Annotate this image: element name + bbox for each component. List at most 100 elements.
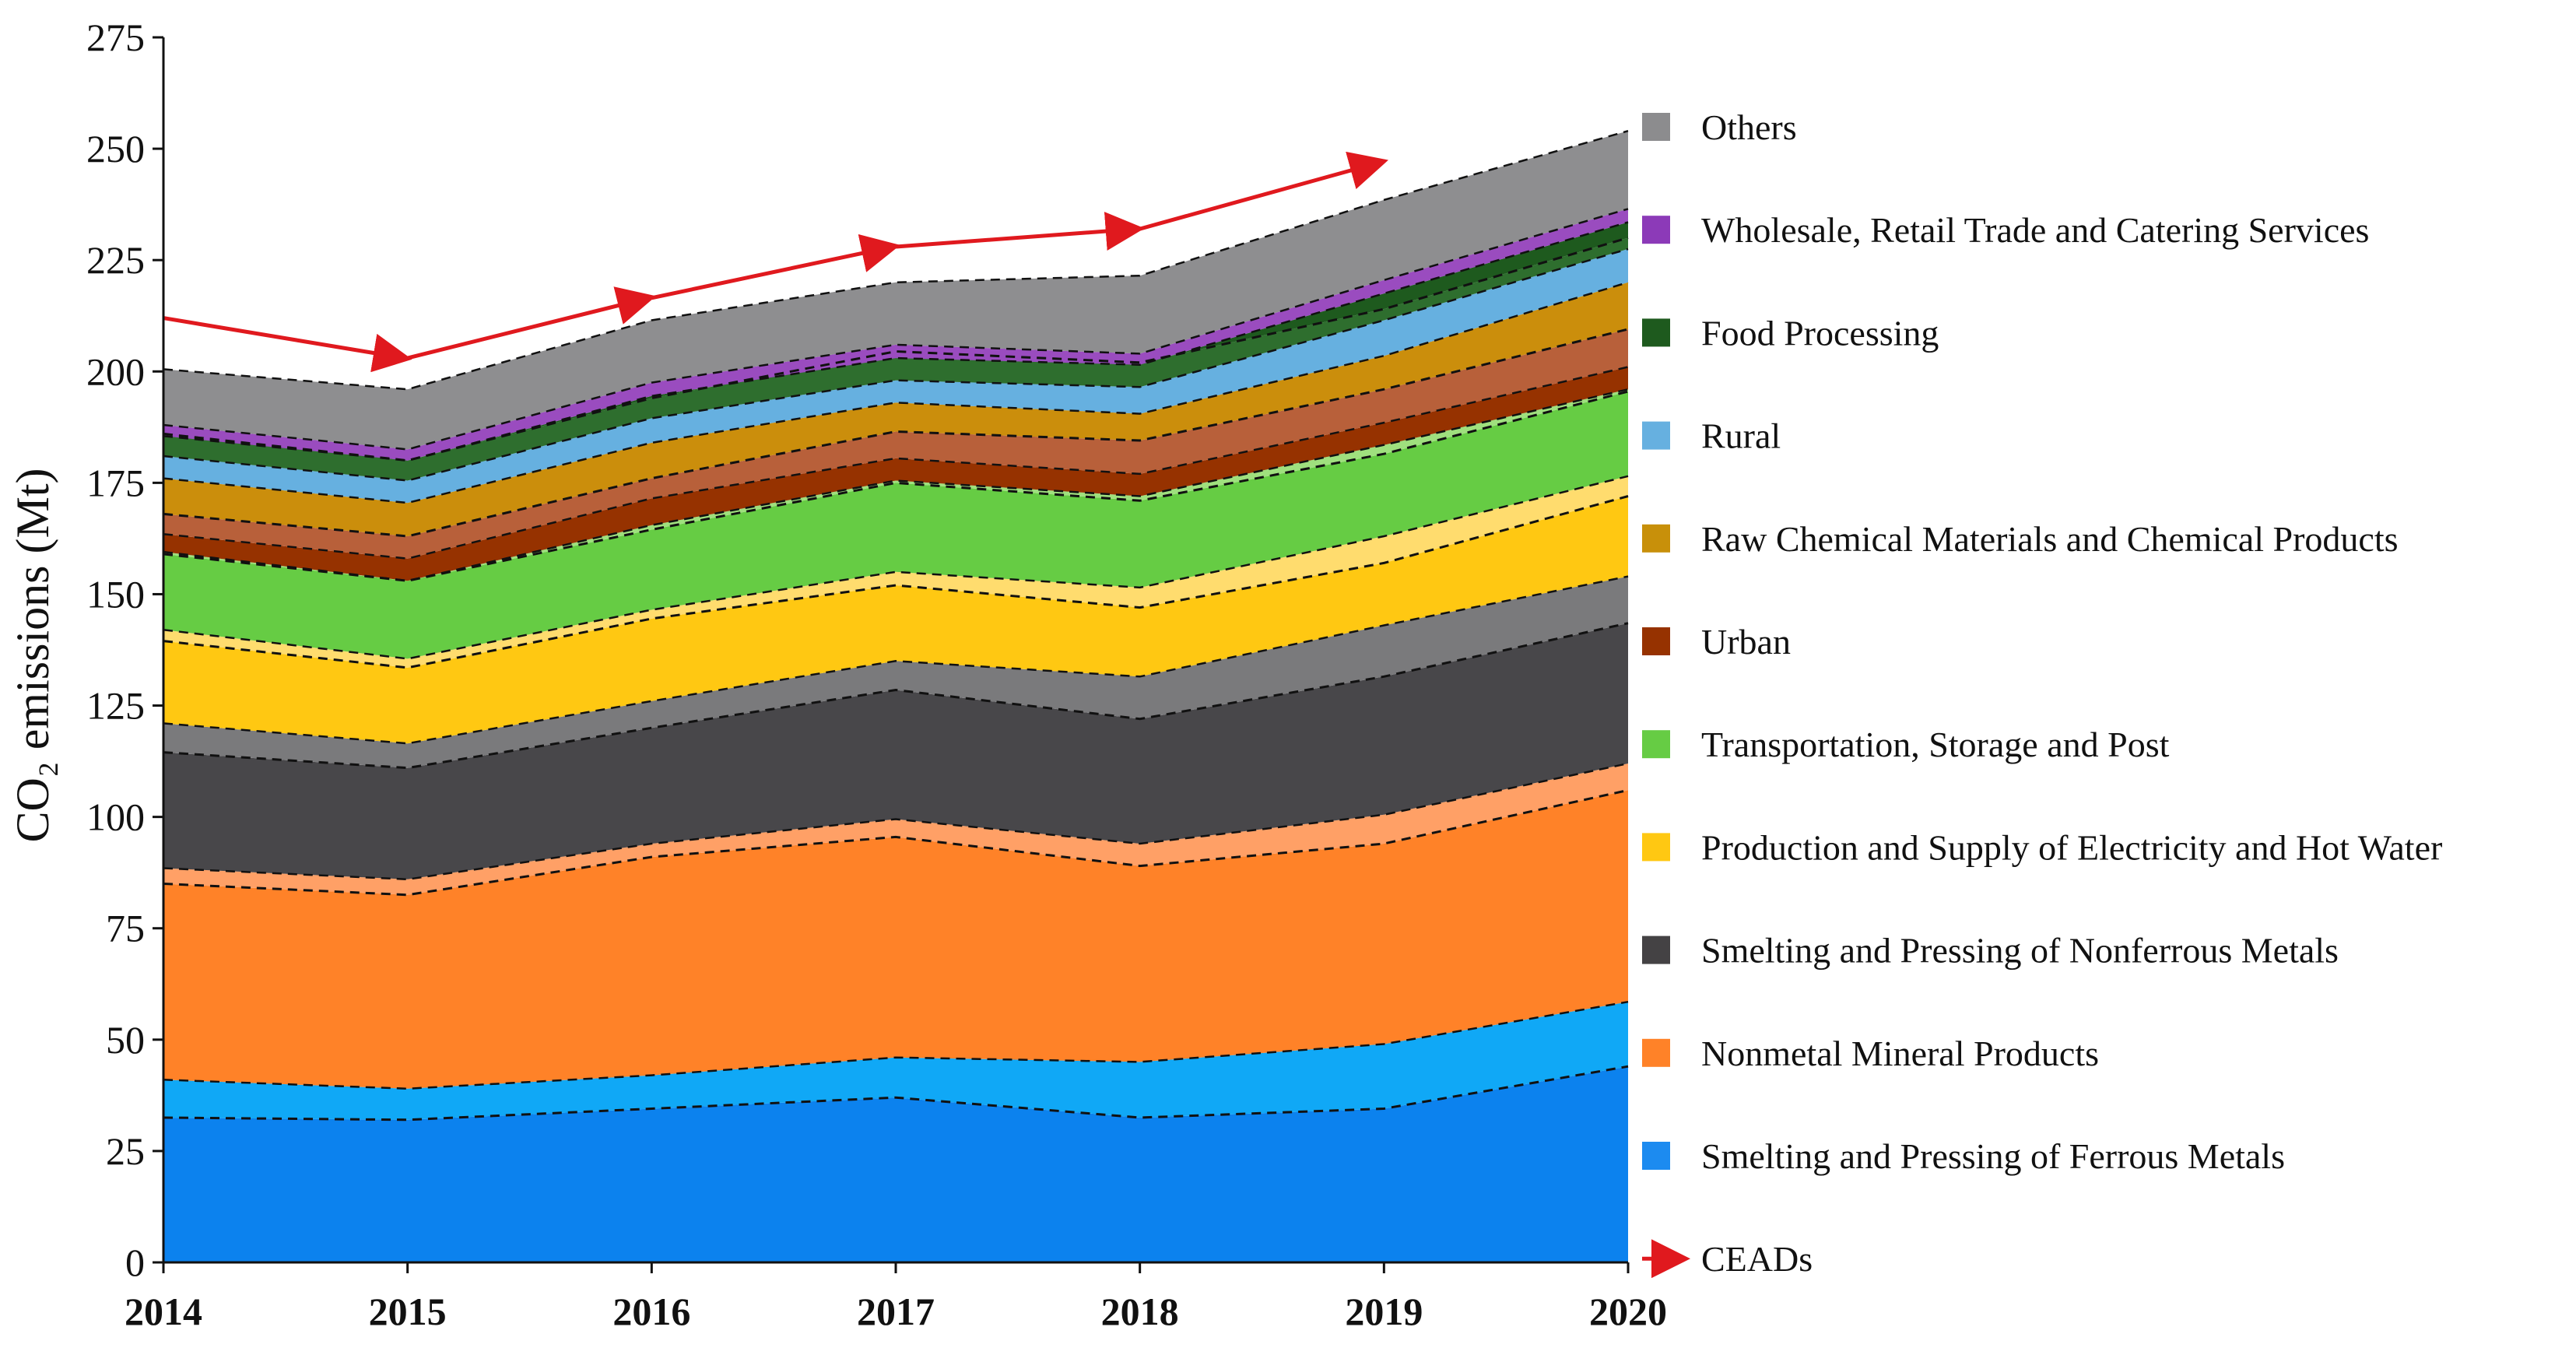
boundary-top-transportation-storage-and-post — [163, 388, 1629, 582]
x-tick-label: 2018 — [1101, 1290, 1179, 1333]
legend-swatch — [1642, 1142, 1670, 1170]
legend-swatch — [1642, 318, 1670, 347]
legend: Others Wholesale, Retail Trade and Cateri… — [1642, 107, 2442, 1279]
area-production-and-supply-of-electricity-and-hot-water-part-2 — [163, 476, 1628, 668]
legend-item-production-and-supply-of-electricity-and-hot-water: Production and Supply of Electricity and… — [1642, 827, 2442, 867]
legend-swatch — [1642, 216, 1670, 244]
boundary-top-smelting-and-pressing-of-nonferrous-metals — [163, 575, 1629, 745]
legend-item-urban: Urban — [1642, 622, 1791, 662]
series-rural — [163, 248, 1628, 504]
ceads-segment — [895, 212, 1145, 251]
y-tick-label: 250 — [86, 127, 145, 170]
y-tick-label: 0 — [125, 1241, 145, 1284]
ceads-segment — [651, 233, 900, 300]
series-others — [163, 131, 1628, 450]
y-axis-title: CO₂ emissions (Mt) — [7, 469, 58, 843]
boundary-inner-smelting-and-pressing-of-nonferrous-metals — [163, 622, 1629, 770]
legend-swatch — [1642, 833, 1670, 862]
series-food-processing — [163, 222, 1628, 481]
legend-label: Wholesale, Retail Trade and Catering Ser… — [1701, 210, 2369, 250]
x-ticks: 2014 2015 2016 2017 2018 2019 2020 — [125, 1262, 1667, 1333]
y-ticks: 0 25 50 75 100 125 150 175 200 225 250 275 — [86, 16, 163, 1284]
legend-item-food-processing: Food Processing — [1642, 313, 1939, 353]
area-urban — [163, 367, 1628, 581]
area-rural — [163, 248, 1628, 504]
legend-swatch — [1642, 113, 1670, 141]
ceads-layer — [163, 151, 1388, 373]
legend-label: Nonmetal Mineral Products — [1701, 1034, 2099, 1073]
y-tick-label: 225 — [86, 238, 145, 282]
area-nonmetal-mineral-products-part-1 — [163, 790, 1628, 1089]
y-tick-label: 150 — [86, 572, 145, 616]
legend-label: Others — [1701, 107, 1797, 147]
legend-swatch — [1642, 421, 1670, 450]
area-smelting-and-pressing-of-ferrous-metals-part-2 — [163, 1002, 1628, 1120]
legend-swatch — [1642, 627, 1670, 655]
area-food-processing-part-1 — [163, 237, 1628, 481]
y-tick-label: 275 — [86, 16, 145, 59]
legend-swatch — [1642, 936, 1670, 964]
legend-item-nonmetal-mineral-products: Nonmetal Mineral Products — [1642, 1034, 2099, 1073]
x-tick-label: 2017 — [857, 1290, 935, 1333]
y-tick-label: 75 — [106, 907, 145, 950]
legend-label: Urban — [1701, 622, 1791, 662]
y-tick-label: 50 — [106, 1018, 145, 1062]
area-layer — [163, 131, 1628, 1262]
boundary-layer — [163, 129, 1629, 1122]
legend-label: Food Processing — [1701, 313, 1939, 353]
legend-label: Smelting and Pressing of Nonferrous Meta… — [1701, 931, 2339, 971]
series-raw-chemical-materials-and-chemical-products — [163, 282, 1628, 559]
series-smelting-and-pressing-of-nonferrous-metals — [163, 576, 1628, 879]
area-raw-chemical-materials-and-chemical-products-part-2 — [163, 282, 1628, 536]
boundary-inner-nonmetal-mineral-products — [163, 788, 1629, 897]
y-tick-label: 175 — [86, 461, 145, 504]
boundary-top-urban — [163, 366, 1629, 560]
x-tick-label: 2019 — [1345, 1290, 1423, 1333]
legend-item-smelting-and-pressing-of-ferrous-metals: Smelting and Pressing of Ferrous Metals — [1642, 1136, 2285, 1176]
series-transportation-storage-and-post — [163, 389, 1628, 659]
legend-item-ceads: CEADs — [1642, 1239, 1813, 1279]
boundary-inner-transportation-storage-and-post — [163, 390, 1629, 582]
legend-item-rural: Rural — [1642, 416, 1781, 456]
boundary-top-others — [163, 129, 1629, 391]
legend-label: Production and Supply of Electricity and… — [1701, 827, 2442, 867]
x-tick-label: 2015 — [369, 1290, 447, 1333]
boundary-top-smelting-and-pressing-of-ferrous-metals — [163, 1000, 1629, 1090]
legend-item-others: Others — [1642, 107, 1797, 147]
area-transportation-storage-and-post-part-1 — [163, 391, 1628, 659]
legend-swatch — [1642, 1038, 1670, 1067]
legend-item-wholesale-retail-trade-and-catering-services: Wholesale, Retail Trade and Catering Ser… — [1642, 210, 2369, 250]
ceads-segment — [407, 286, 657, 360]
legend-label: Transportation, Storage and Post — [1701, 725, 2170, 764]
legend-label: Smelting and Pressing of Ferrous Metals — [1701, 1136, 2285, 1176]
boundary-top-production-and-supply-of-electricity-and-hot-water — [163, 475, 1629, 660]
y-tick-label: 200 — [86, 349, 145, 393]
area-nonmetal-mineral-products-part-2 — [163, 764, 1628, 895]
ceads-segment — [1139, 151, 1388, 231]
legend-swatch — [1642, 524, 1670, 553]
boundary-inner-smelting-and-pressing-of-ferrous-metals — [163, 1065, 1629, 1122]
legend-item-transportation-storage-and-post: Transportation, Storage and Post — [1642, 725, 2170, 764]
legend-label: Raw Chemical Materials and Chemical Prod… — [1701, 519, 2399, 559]
legend-swatch — [1642, 730, 1670, 759]
legend-item-smelting-and-pressing-of-nonferrous-metals: Smelting and Pressing of Nonferrous Meta… — [1642, 931, 2339, 971]
area-smelting-and-pressing-of-nonferrous-metals-part-1 — [163, 623, 1628, 879]
ceads-segment — [163, 316, 412, 373]
series-urban — [163, 367, 1628, 581]
x-tick-label: 2014 — [125, 1290, 202, 1333]
legend-label: Rural — [1701, 416, 1781, 456]
y-tick-label: 100 — [86, 795, 145, 839]
y-tick-label: 25 — [106, 1129, 145, 1173]
area-others — [163, 131, 1628, 450]
boundary-inner-raw-chemical-materials-and-chemical-products — [163, 328, 1629, 538]
x-tick-label: 2020 — [1589, 1290, 1667, 1333]
legend-item-raw-chemical-materials-and-chemical-products: Raw Chemical Materials and Chemical Prod… — [1642, 519, 2399, 559]
area-raw-chemical-materials-and-chemical-products-part-1 — [163, 328, 1628, 559]
boundary-inner-production-and-supply-of-electricity-and-hot-water — [163, 495, 1629, 669]
y-tick-label: 125 — [86, 684, 145, 728]
legend-label: CEADs — [1701, 1239, 1813, 1279]
area-production-and-supply-of-electricity-and-hot-water-part-1 — [163, 496, 1628, 744]
series-production-and-supply-of-electricity-and-hot-water — [163, 476, 1628, 744]
